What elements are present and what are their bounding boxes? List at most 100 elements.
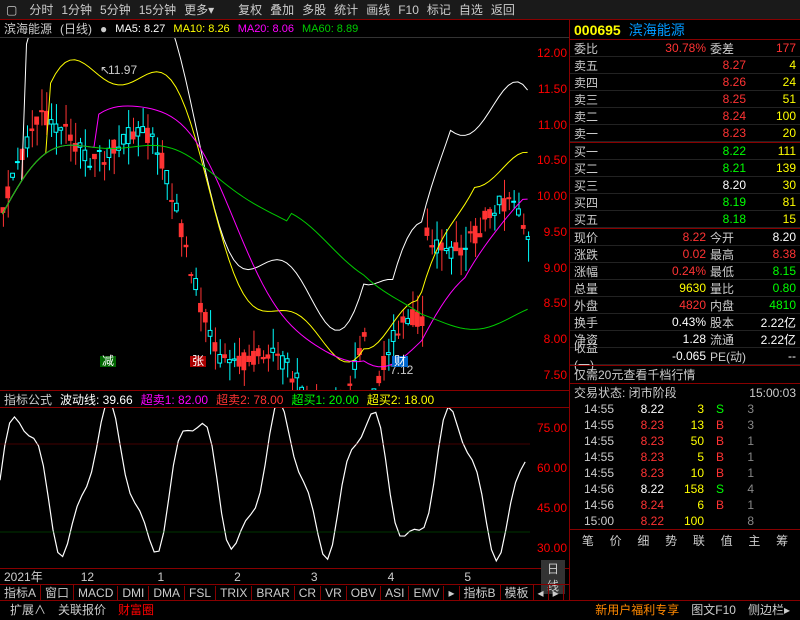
footer-tab[interactable]: 联	[693, 532, 705, 549]
ask-row: 卖一8.2320	[570, 125, 800, 142]
detail-row: 总量9630量比0.80	[570, 280, 800, 297]
toolbar-item[interactable]: 15分钟	[135, 3, 180, 17]
tick-row: 14:558.2310B1	[570, 465, 800, 481]
quote-panel: 000695 滨海能源 委比30.78% 委差177 卖五8.274卖四8.26…	[570, 20, 800, 600]
ask-row: 卖四8.2624	[570, 74, 800, 91]
trade-status: 交易状态: 闭市阶段15:00:03	[570, 383, 800, 401]
indicator-y-axis: 75.0060.0045.0030.00	[531, 408, 567, 568]
toolbar-item[interactable]: 分时	[25, 3, 57, 17]
tick-row: 14:558.235B1	[570, 449, 800, 465]
toolbar-item[interactable]: 统计	[330, 3, 362, 17]
toolbar-item[interactable]: 叠加	[266, 3, 298, 17]
status-tab[interactable]: 关联报价	[52, 603, 112, 617]
stock-header[interactable]: 000695 滨海能源	[570, 20, 800, 40]
indicator-tab[interactable]: OBV	[347, 586, 381, 600]
indicator-tab[interactable]: BRAR	[252, 586, 294, 600]
indicator-tab[interactable]: ▸	[549, 586, 564, 600]
bid-row: 买一8.22111	[570, 143, 800, 160]
weibi-row: 委比30.78% 委差177	[570, 40, 800, 57]
status-tab[interactable]: 扩展∧	[4, 603, 52, 617]
indicator-tab[interactable]: DMI	[118, 586, 149, 600]
time-axis: 2021年1212345日线	[0, 568, 569, 584]
price-y-axis: 12.0011.5011.0010.5010.009.509.008.508.0…	[531, 38, 567, 390]
indicator-selector[interactable]: 指标公式	[4, 391, 52, 408]
indicator-tab[interactable]: EMV	[409, 586, 444, 600]
ma20-label: MA20: 8.06	[238, 23, 294, 35]
status-link[interactable]: 新用户福利专享	[589, 603, 685, 617]
tick-row: 14:558.2313B3	[570, 417, 800, 433]
toolbar-item[interactable]: F10	[394, 3, 423, 17]
ma5-label: MA5: 8.27	[115, 23, 165, 35]
tick-row: 14:558.2350B1	[570, 433, 800, 449]
candlestick-chart[interactable]: ↖ 11.97 7.12 减 张 财 12.0011.5011.0010.501…	[0, 38, 569, 390]
toolbar-item[interactable]: 5分钟	[96, 3, 135, 17]
indicator-tab[interactable]: MACD	[74, 586, 118, 600]
indicator-tab[interactable]: ASI	[381, 586, 409, 600]
toolbar-item[interactable]: 返回	[487, 3, 519, 17]
indicator-tab[interactable]: CR	[295, 586, 321, 600]
stock-name: 滨海能源	[629, 20, 685, 40]
detail-row: 涨幅0.24%最低8.15	[570, 263, 800, 280]
bid-row: 买五8.1815	[570, 211, 800, 228]
indicator-tab[interactable]: TRIX	[216, 586, 252, 600]
indicator-tab[interactable]: DMA	[149, 586, 185, 600]
tick-row: 14:558.223S3	[570, 401, 800, 417]
detail-row: 现价8.22今开8.20	[570, 229, 800, 246]
toolbar-item[interactable]: 更多▾	[180, 3, 218, 17]
stock-code: 000695	[574, 22, 621, 38]
stock-name-label: 滨海能源	[4, 20, 52, 37]
tick-row: 14:568.22158S4	[570, 481, 800, 497]
detail-row: 收益(一)-0.065PE(动)--	[570, 348, 800, 365]
footer-tab[interactable]: 价	[610, 532, 622, 549]
indicator-tab[interactable]: 窗口	[41, 584, 74, 601]
ask-row: 卖二8.24100	[570, 108, 800, 125]
ask-row: 卖五8.274	[570, 57, 800, 74]
bid-row: 买二8.21139	[570, 160, 800, 177]
svg-text:张: 张	[192, 354, 204, 368]
footer-tab[interactable]: 笔	[582, 532, 594, 549]
indicator-tab[interactable]: 指标B	[460, 584, 501, 601]
indicator-tabs: 指标A窗口MACDDMIDMAFSLTRIXBRARCRVROBVASIEMV▸…	[0, 584, 569, 600]
toolbar-item[interactable]: 画线	[362, 3, 394, 17]
bid-row: 买三8.2030	[570, 177, 800, 194]
footer-tab[interactable]: 势	[665, 532, 677, 549]
toolbar-item[interactable]: 标记	[423, 3, 455, 17]
footer-tab[interactable]: 主	[748, 532, 760, 549]
footer-tab[interactable]: 细	[637, 532, 649, 549]
svg-text:减: 减	[102, 354, 114, 368]
tick-list: 14:558.223S314:558.2313B314:558.2350B114…	[570, 401, 800, 529]
toolbar-item[interactable]: 1分钟	[57, 3, 96, 17]
detail-row: 涨跌0.02最高8.38	[570, 246, 800, 263]
svg-text:财: 财	[394, 354, 406, 368]
status-link[interactable]: 侧边栏▸	[742, 603, 796, 617]
indicator-tab[interactable]: ▸	[444, 586, 459, 600]
indicator-tab[interactable]: ◂	[534, 586, 549, 600]
promo-text[interactable]: 仅需20元查看千档行情	[570, 365, 800, 383]
square-icon[interactable]: ▢	[2, 3, 21, 17]
toolbar-item[interactable]: 多股	[298, 3, 330, 17]
top-toolbar: ▢ 分时1分钟5分钟15分钟更多▾ 复权叠加多股统计画线F10标记自选返回	[0, 0, 800, 20]
ask-row: 卖三8.2551	[570, 91, 800, 108]
indicator-tab[interactable]: FSL	[185, 586, 216, 600]
footer-tab[interactable]: 值	[721, 532, 733, 549]
indicator-tab[interactable]: 指标A	[0, 584, 41, 601]
ma60-label: MA60: 8.89	[302, 23, 358, 35]
status-tab[interactable]: 财富圈	[112, 603, 160, 617]
candle-svg: ↖ 11.97 7.12 减 张 财	[0, 38, 530, 390]
bid-row: 买四8.1981	[570, 194, 800, 211]
tick-row: 14:568.246B1	[570, 497, 800, 513]
toolbar-item[interactable]: 自选	[455, 3, 487, 17]
tick-row: 15:008.221008	[570, 513, 800, 529]
indicator-tab[interactable]: 模板	[501, 584, 534, 601]
status-link[interactable]: 图文F10	[685, 603, 742, 617]
footer-tab[interactable]: 筹	[776, 532, 788, 549]
svg-text:11.97: 11.97	[108, 63, 137, 77]
indicator-chart[interactable]: 75.0060.0045.0030.00	[0, 408, 569, 568]
toolbar-item[interactable]: 复权	[234, 3, 266, 17]
right-footer-tabs: 笔价细势联值主筹	[570, 529, 800, 551]
detail-row: 外盘4820内盘4810	[570, 297, 800, 314]
chart-header: 滨海能源 (日线) ● MA5: 8.27 MA10: 8.26 MA20: 8…	[0, 20, 569, 38]
detail-row: 换手0.43%股本2.22亿	[570, 314, 800, 331]
ma10-label: MA10: 8.26	[173, 23, 229, 35]
indicator-tab[interactable]: VR	[321, 586, 347, 600]
